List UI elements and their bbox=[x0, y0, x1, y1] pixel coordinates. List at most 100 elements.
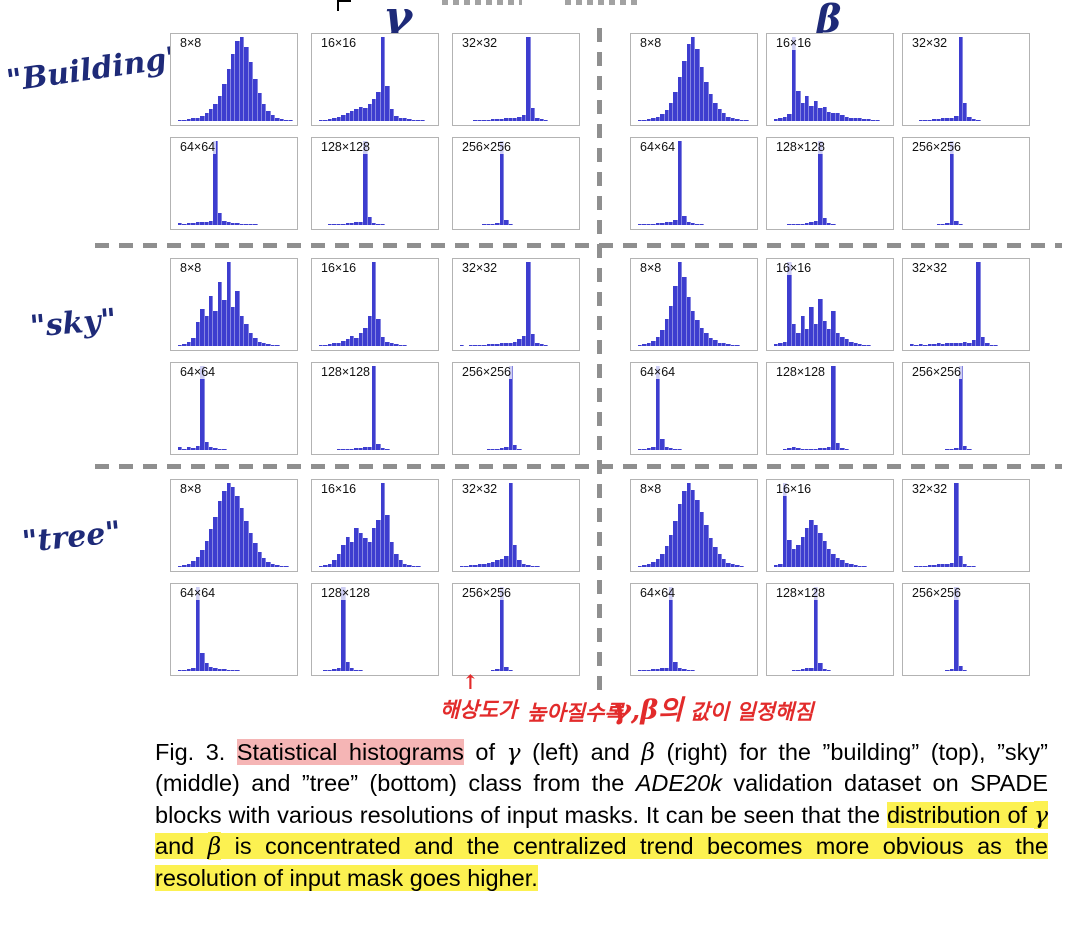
caption-fig-number: Fig. 3. bbox=[155, 739, 237, 765]
histogram-bars bbox=[178, 483, 293, 567]
histogram-sky-beta-64×64: 64×64 bbox=[630, 362, 758, 455]
resolution-label: 16×16 bbox=[775, 261, 813, 275]
resolution-label: 64×64 bbox=[639, 365, 677, 379]
histogram-building-beta-32×32: 32×32 bbox=[902, 33, 1030, 126]
histogram-tree-beta-8×8: 8×8 bbox=[630, 479, 758, 572]
histogram-bars bbox=[774, 37, 889, 121]
resolution-label: 128×128 bbox=[775, 140, 827, 154]
resolution-label: 8×8 bbox=[639, 36, 663, 50]
resolution-label: 16×16 bbox=[775, 482, 813, 496]
resolution-label: 256×256 bbox=[911, 586, 963, 600]
annotation-korean-tail: 값이 일정해짐 bbox=[683, 699, 814, 724]
histogram-bars bbox=[460, 587, 575, 671]
histogram-bars bbox=[460, 483, 575, 567]
histogram-bars bbox=[638, 587, 753, 671]
caption-highlight-yellow: and bbox=[155, 833, 208, 860]
resolution-label: 256×256 bbox=[461, 140, 513, 154]
row-label-building: "Building" bbox=[4, 39, 184, 100]
histogram-bars bbox=[774, 262, 889, 346]
caption-highlight-pink: Statistical histograms bbox=[236, 739, 464, 765]
caption-highlight-yellow: is concentrated and the centralized tren… bbox=[155, 833, 1048, 891]
histogram-tree-beta-256×256: 256×256 bbox=[902, 583, 1030, 676]
histogram-bars bbox=[178, 141, 293, 225]
histogram-bars bbox=[774, 366, 889, 450]
histogram-building-beta-8×8: 8×8 bbox=[630, 33, 758, 126]
histogram-bars bbox=[319, 262, 434, 346]
resolution-label: 128×128 bbox=[320, 365, 372, 379]
resolution-label: 64×64 bbox=[179, 365, 217, 379]
caption-gamma-symbol: γ bbox=[506, 738, 521, 766]
histogram-tree-gamma-8×8: 8×8 bbox=[170, 479, 298, 572]
caption-text: validation dataset on SPADE blocks with … bbox=[155, 770, 1048, 828]
histogram-building-beta-256×256: 256×256 bbox=[902, 137, 1030, 230]
histogram-bars bbox=[460, 366, 575, 450]
resolution-label: 8×8 bbox=[639, 482, 663, 496]
histogram-tree-gamma-16×16: 16×16 bbox=[311, 479, 439, 572]
cropped-text-fragment bbox=[337, 0, 351, 11]
histogram-bars bbox=[319, 141, 434, 225]
resolution-label: 8×8 bbox=[639, 261, 663, 275]
histogram-bars bbox=[319, 37, 434, 121]
histogram-tree-beta-16×16: 16×16 bbox=[766, 479, 894, 572]
caption-beta-symbol: β bbox=[641, 738, 655, 766]
histogram-tree-gamma-128×128: 128×128 bbox=[311, 583, 439, 676]
histogram-bars bbox=[319, 587, 434, 671]
annotation-gamma-beta: γ,β의 bbox=[613, 695, 683, 726]
histogram-building-gamma-64×64: 64×64 bbox=[170, 137, 298, 230]
resolution-label: 32×32 bbox=[461, 482, 499, 496]
histogram-tree-gamma-256×256: 256×256 bbox=[452, 583, 580, 676]
resolution-label: 128×128 bbox=[320, 586, 372, 600]
histogram-bars bbox=[638, 37, 753, 121]
histogram-bars bbox=[910, 37, 1025, 121]
histogram-bars bbox=[319, 483, 434, 567]
histogram-building-gamma-128×128: 128×128 bbox=[311, 137, 439, 230]
resolution-label: 64×64 bbox=[639, 140, 677, 154]
histogram-sky-beta-32×32: 32×32 bbox=[902, 258, 1030, 351]
histogram-bars bbox=[638, 141, 753, 225]
histogram-bars bbox=[178, 587, 293, 671]
cropped-text-fragment bbox=[442, 0, 522, 5]
horizontal-dashed-divider bbox=[95, 464, 1062, 469]
resolution-label: 64×64 bbox=[179, 586, 217, 600]
histogram-building-gamma-32×32: 32×32 bbox=[452, 33, 580, 126]
histogram-tree-gamma-64×64: 64×64 bbox=[170, 583, 298, 676]
histogram-bars bbox=[910, 483, 1025, 567]
annotation-arrow-icon: ↑ bbox=[462, 670, 479, 694]
caption-ade20k: ADE20k bbox=[635, 770, 722, 797]
resolution-label: 8×8 bbox=[179, 261, 203, 275]
histogram-sky-gamma-16×16: 16×16 bbox=[311, 258, 439, 351]
resolution-label: 32×32 bbox=[911, 36, 949, 50]
resolution-label: 64×64 bbox=[179, 140, 217, 154]
histogram-sky-gamma-8×8: 8×8 bbox=[170, 258, 298, 351]
resolution-label: 256×256 bbox=[911, 365, 963, 379]
histogram-bars bbox=[460, 141, 575, 225]
caption-text: of bbox=[463, 739, 507, 765]
histogram-building-beta-64×64: 64×64 bbox=[630, 137, 758, 230]
histogram-bars bbox=[178, 366, 293, 450]
resolution-label: 256×256 bbox=[911, 140, 963, 154]
histogram-bars bbox=[319, 366, 434, 450]
cropped-text-fragment bbox=[565, 0, 640, 5]
row-label-sky: "sky" bbox=[28, 302, 118, 345]
resolution-label: 128×128 bbox=[320, 140, 372, 154]
resolution-label: 32×32 bbox=[911, 482, 949, 496]
caption-text: (right) for the ”building” (top), ”sky” … bbox=[155, 739, 1048, 797]
resolution-label: 256×256 bbox=[461, 365, 513, 379]
horizontal-dashed-divider bbox=[95, 243, 1062, 248]
resolution-label: 32×32 bbox=[461, 261, 499, 275]
caption-text: (left) and bbox=[520, 739, 642, 765]
resolution-label: 16×16 bbox=[320, 261, 358, 275]
histogram-bars bbox=[910, 366, 1025, 450]
histogram-tree-beta-32×32: 32×32 bbox=[902, 479, 1030, 572]
resolution-label: 256×256 bbox=[461, 586, 513, 600]
histogram-sky-gamma-256×256: 256×256 bbox=[452, 362, 580, 455]
histogram-bars bbox=[638, 262, 753, 346]
histogram-sky-beta-128×128: 128×128 bbox=[766, 362, 894, 455]
histogram-bars bbox=[460, 37, 575, 121]
resolution-label: 32×32 bbox=[911, 261, 949, 275]
histogram-building-gamma-8×8: 8×8 bbox=[170, 33, 298, 126]
resolution-label: 16×16 bbox=[320, 36, 358, 50]
resolution-label: 32×32 bbox=[461, 36, 499, 50]
histogram-bars bbox=[910, 262, 1025, 346]
